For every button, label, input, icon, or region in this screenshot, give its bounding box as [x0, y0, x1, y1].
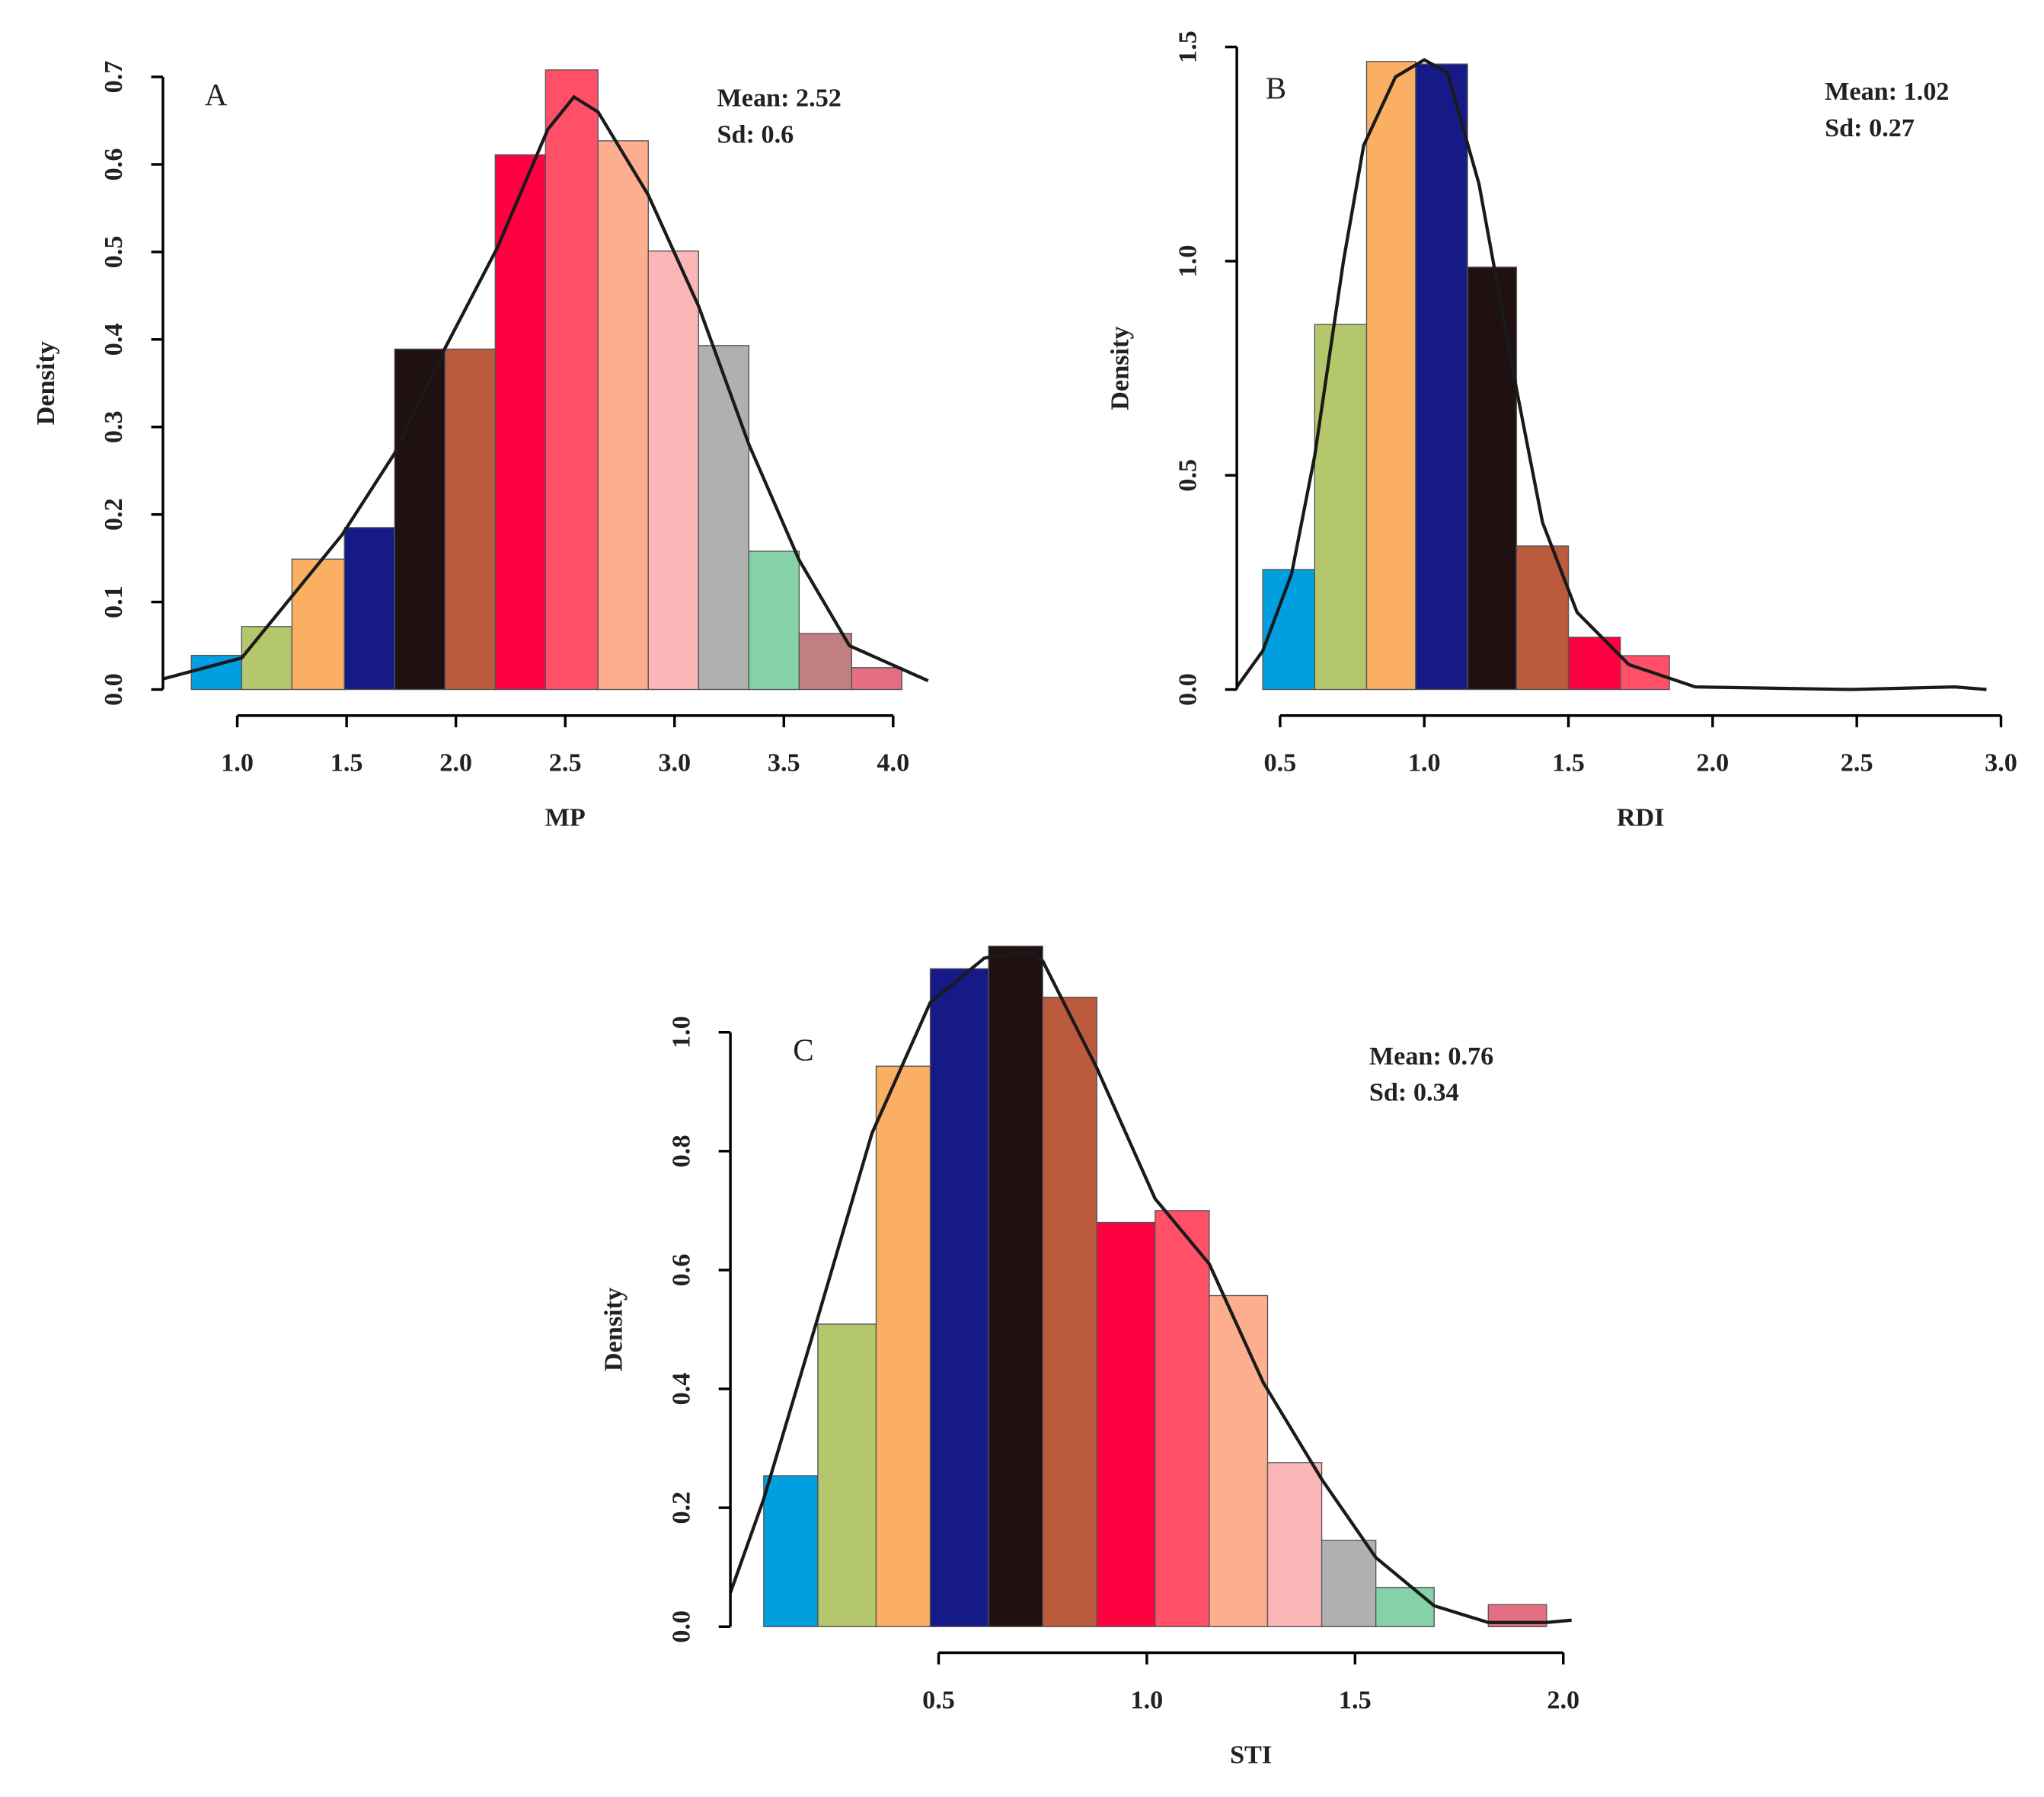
- y-tick-label: 1.0: [666, 1016, 695, 1049]
- y-tick-label: 0.8: [666, 1135, 695, 1167]
- y-tick-label: 0.2: [666, 1492, 695, 1524]
- x-tick-label: 1.0: [221, 748, 254, 777]
- bar: [988, 945, 1043, 1627]
- y-tick-label: 0.0: [1173, 673, 1202, 706]
- bar: [1266, 1462, 1323, 1627]
- y-tick-label: 0.6: [666, 1254, 695, 1287]
- panel-label: C: [793, 1033, 813, 1068]
- x-tick-label: 1.0: [1131, 1685, 1164, 1714]
- bar: [291, 558, 345, 691]
- bar: [1321, 1540, 1377, 1627]
- x-tick-label: 3.5: [768, 748, 800, 777]
- bar: [597, 140, 649, 691]
- bar: [343, 527, 395, 691]
- bar: [1467, 267, 1518, 691]
- bar: [1365, 61, 1416, 691]
- bar: [798, 633, 852, 691]
- panel: 0.5 1.0 1.5 2.0 0.0 0.2 0.4 0.6 0.8 1.0 STI Density…: [599, 945, 1579, 1769]
- y-tick-label: 0.3: [99, 410, 128, 443]
- x-axis-label: RDI: [1617, 803, 1665, 832]
- annotation: Sd: 0.27: [1825, 113, 1915, 142]
- y-axis-label: Density: [1105, 326, 1134, 410]
- x-tick-label: 2.5: [549, 748, 582, 777]
- bar: [748, 551, 800, 691]
- bar: [545, 69, 599, 691]
- bar: [647, 251, 700, 691]
- x-tick-label: 3.0: [1985, 748, 2017, 777]
- x-tick-label: 4.0: [877, 748, 909, 777]
- x-tick-label: 2.5: [1841, 748, 1873, 777]
- x-tick-label: 0.5: [922, 1685, 955, 1714]
- annotation: Sd: 0.6: [717, 120, 794, 149]
- y-tick-label: 0.5: [99, 235, 128, 268]
- x-tick-label: 2.0: [439, 748, 472, 777]
- y-tick-label: 0.7: [99, 61, 128, 94]
- y-axis-label: Density: [31, 341, 60, 425]
- bar: [1155, 1210, 1210, 1627]
- bar: [494, 154, 547, 691]
- bar: [1620, 655, 1670, 691]
- panel-label: B: [1266, 70, 1286, 105]
- annotation: Mean: 2.52: [717, 84, 841, 113]
- bar: [1375, 1587, 1435, 1627]
- bar: [851, 667, 902, 691]
- annotation: Mean: 0.76: [1369, 1042, 1493, 1071]
- y-axis-label: Density: [599, 1288, 628, 1371]
- density-curve: [162, 94, 929, 683]
- x-tick-label: 1.5: [1552, 748, 1585, 777]
- annotation: Sd: 0.34: [1369, 1078, 1459, 1107]
- bar: [1096, 1221, 1156, 1627]
- bar: [444, 348, 497, 691]
- bar: [929, 968, 989, 1627]
- density-curve: [1235, 58, 1987, 691]
- y-tick-label: 0.5: [1173, 459, 1202, 492]
- y-tick-label: 0.1: [99, 586, 128, 618]
- y-tick-label: 1.0: [1173, 245, 1202, 278]
- bar: [1314, 324, 1368, 691]
- bar: [698, 345, 750, 691]
- y-tick-label: 0.4: [99, 323, 128, 356]
- x-tick-label: 1.5: [331, 748, 363, 777]
- panel-label: A: [205, 77, 228, 112]
- y-tick-label: 0.6: [99, 148, 128, 181]
- bar: [875, 1065, 931, 1627]
- x-tick-label: 3.0: [658, 748, 691, 777]
- bar: [763, 1475, 819, 1627]
- bar: [1567, 637, 1621, 691]
- panel: 1.0 1.5 2.0 2.5 3.0 3.5 4.0 0.0 0.1 0.2 0.3 0.4 0.5 0…: [31, 61, 929, 832]
- bar: [817, 1323, 877, 1627]
- bar: [1042, 996, 1097, 1627]
- x-tick-label: 2.0: [1696, 748, 1729, 777]
- y-tick-label: 1.5: [1173, 30, 1202, 63]
- x-axis-label: STI: [1230, 1740, 1272, 1769]
- y-tick-label: 0.4: [666, 1373, 695, 1406]
- y-tick-label: 0.0: [99, 673, 128, 706]
- x-tick-label: 1.5: [1339, 1685, 1372, 1714]
- y-tick-label: 0.2: [99, 498, 128, 531]
- density-curve: [729, 950, 1572, 1624]
- panel: 0.5 1.0 1.5 2.0 2.5 3.0 0.0 0.5 1.0 1.5 RDI Density…: [1105, 30, 2017, 831]
- x-tick-label: 1.0: [1408, 748, 1441, 777]
- bar: [241, 626, 293, 691]
- x-tick-label: 0.5: [1264, 748, 1297, 777]
- annotation: Mean: 1.02: [1825, 77, 1949, 106]
- x-axis-label: MP: [545, 803, 586, 832]
- bar: [1209, 1294, 1269, 1627]
- x-tick-label: 2.0: [1547, 1685, 1579, 1714]
- bar: [394, 348, 446, 691]
- bar: [1415, 63, 1468, 691]
- y-tick-label: 0.0: [666, 1610, 695, 1643]
